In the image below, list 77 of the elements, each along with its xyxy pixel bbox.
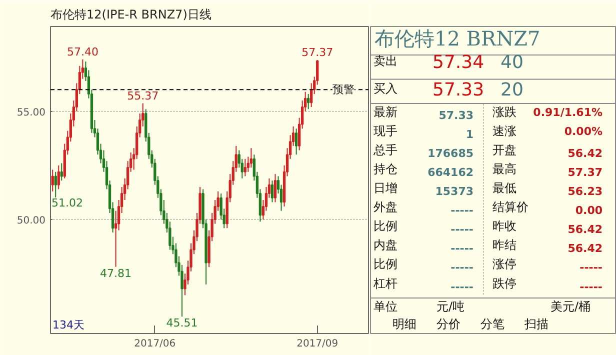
text: 买入 (374, 82, 398, 96)
text: 1 (466, 128, 474, 142)
text: 元/吨 (436, 300, 465, 314)
text: 57.33 (438, 109, 474, 122)
text: ----- (450, 223, 474, 236)
text: 分笔 (480, 316, 504, 331)
candlestick (307, 94, 310, 110)
text: 开盘 (492, 143, 516, 158)
text: ----- (580, 280, 602, 294)
text: 分价 (436, 316, 460, 331)
text: 昨收 (492, 219, 516, 234)
text: 美元/桶 (550, 300, 591, 314)
text: ----- (450, 280, 474, 294)
ref-line-label: 预警 (332, 83, 354, 96)
annotation: 55.37 (127, 89, 159, 102)
y-tick-label: 50.00 (16, 215, 46, 226)
chart-title: 布伦特12(IPE-R BRNZ7)日线 (50, 8, 212, 22)
text: 56.23 (568, 185, 603, 198)
x-tick-label: 2017/09 (296, 338, 338, 350)
text: ----- (580, 261, 602, 274)
text: 涨跌 (492, 105, 516, 120)
y-tick-label: 55.00 (16, 107, 46, 118)
candlestick (244, 158, 246, 177)
text: 176685 (428, 147, 474, 160)
text: 57.34 (432, 52, 484, 74)
text: 40 (500, 52, 524, 74)
candlestick (60, 162, 63, 182)
candlestick (294, 128, 298, 156)
text: 0.00% (564, 125, 603, 138)
text: 56.42 (568, 242, 603, 256)
text: 0.91/1.61% (533, 106, 603, 120)
text: 最新 (374, 105, 398, 120)
text: 昨结 (492, 238, 516, 252)
text: 布伦特12 BRNZ7 (374, 26, 540, 51)
text: 明细 (392, 316, 416, 331)
text: 日增 (374, 181, 398, 196)
annotation: 134天 (52, 318, 84, 332)
text: ----- (450, 261, 474, 274)
text: 外盘 (374, 200, 398, 214)
annotation: 57.37 (302, 46, 334, 60)
text: 扫描 (524, 316, 548, 331)
candlestick (57, 164, 60, 190)
candlestick (54, 171, 57, 198)
text: 杠杆 (372, 276, 398, 290)
candlestick (274, 174, 277, 203)
text: 总手 (372, 143, 398, 158)
text: 0.00 (575, 204, 603, 218)
text: 57.37 (568, 166, 603, 180)
text: 56.42 (568, 147, 603, 160)
candlestick (270, 180, 274, 203)
text: 20 (500, 80, 524, 101)
annotation: 57.40 (66, 45, 98, 58)
text: 涨停 (492, 257, 516, 272)
text: 结算价 (492, 200, 528, 214)
text: 单位 (374, 300, 398, 314)
x-tick-label: 2017/06 (134, 338, 176, 350)
text: 比例 (374, 257, 398, 272)
text: 57.33 (432, 80, 484, 101)
text: 持仓 (374, 162, 398, 176)
text: 比例 (374, 219, 398, 234)
annotation: 45.51 (166, 316, 198, 330)
text: 内盘 (374, 238, 398, 252)
text: 最高 (492, 162, 516, 176)
text: 664162 (428, 166, 474, 180)
annotation: 47.81 (100, 266, 132, 280)
text: 速涨 (492, 124, 516, 138)
text: 最低 (492, 181, 516, 196)
text: ----- (450, 242, 474, 256)
text: ----- (450, 204, 474, 218)
annotation: 51.02 (52, 196, 83, 210)
text: 现手 (374, 124, 398, 138)
candlestick (250, 148, 252, 168)
candlestick (51, 169, 54, 192)
text: 跌停 (492, 276, 516, 290)
text: 卖出 (374, 54, 398, 68)
text: 56.42 (568, 223, 603, 236)
text: 15373 (435, 185, 474, 198)
